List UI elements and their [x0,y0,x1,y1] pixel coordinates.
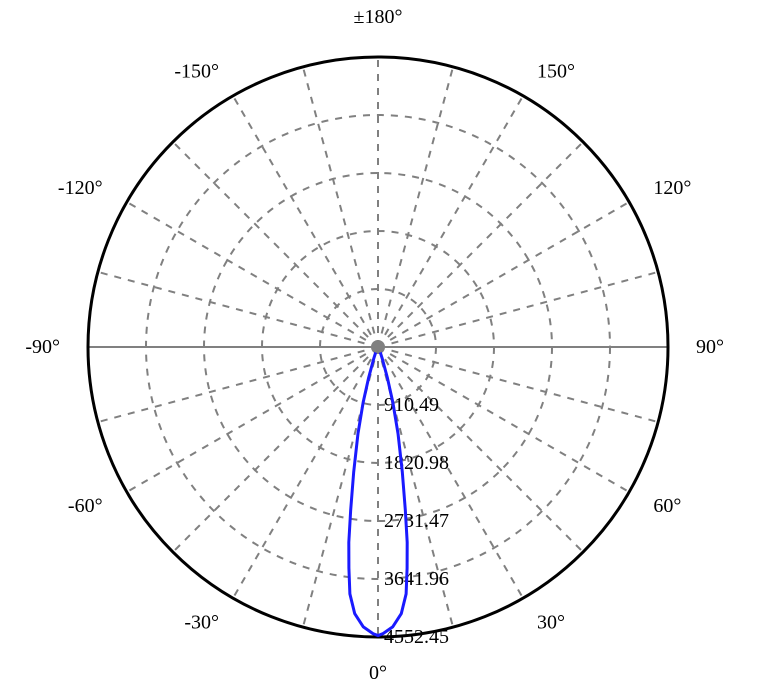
polar-chart: 0° 30° 60° 90° 120° 150° ±180° -150° -120° -90° -6… [0,0,757,694]
angle-label: 90° [696,336,724,358]
angle-label: 150° [537,61,575,83]
angle-label: ±180° [354,6,403,28]
angle-label: 0° [369,662,387,684]
radial-label: 1820.98 [384,452,449,474]
angle-label: -60° [68,495,103,517]
radial-label: 4552.45 [384,626,449,648]
angle-label: -30° [184,611,219,633]
angle-label: -90° [25,336,60,358]
radial-label: 3641.96 [384,568,449,590]
angle-label: -150° [174,61,219,83]
angle-label: -120° [58,177,103,199]
angle-label: 30° [537,611,565,633]
radial-label: 2731.47 [384,510,449,532]
angle-label: 120° [653,177,691,199]
center-marker [372,341,384,353]
angle-label: 60° [653,495,681,517]
